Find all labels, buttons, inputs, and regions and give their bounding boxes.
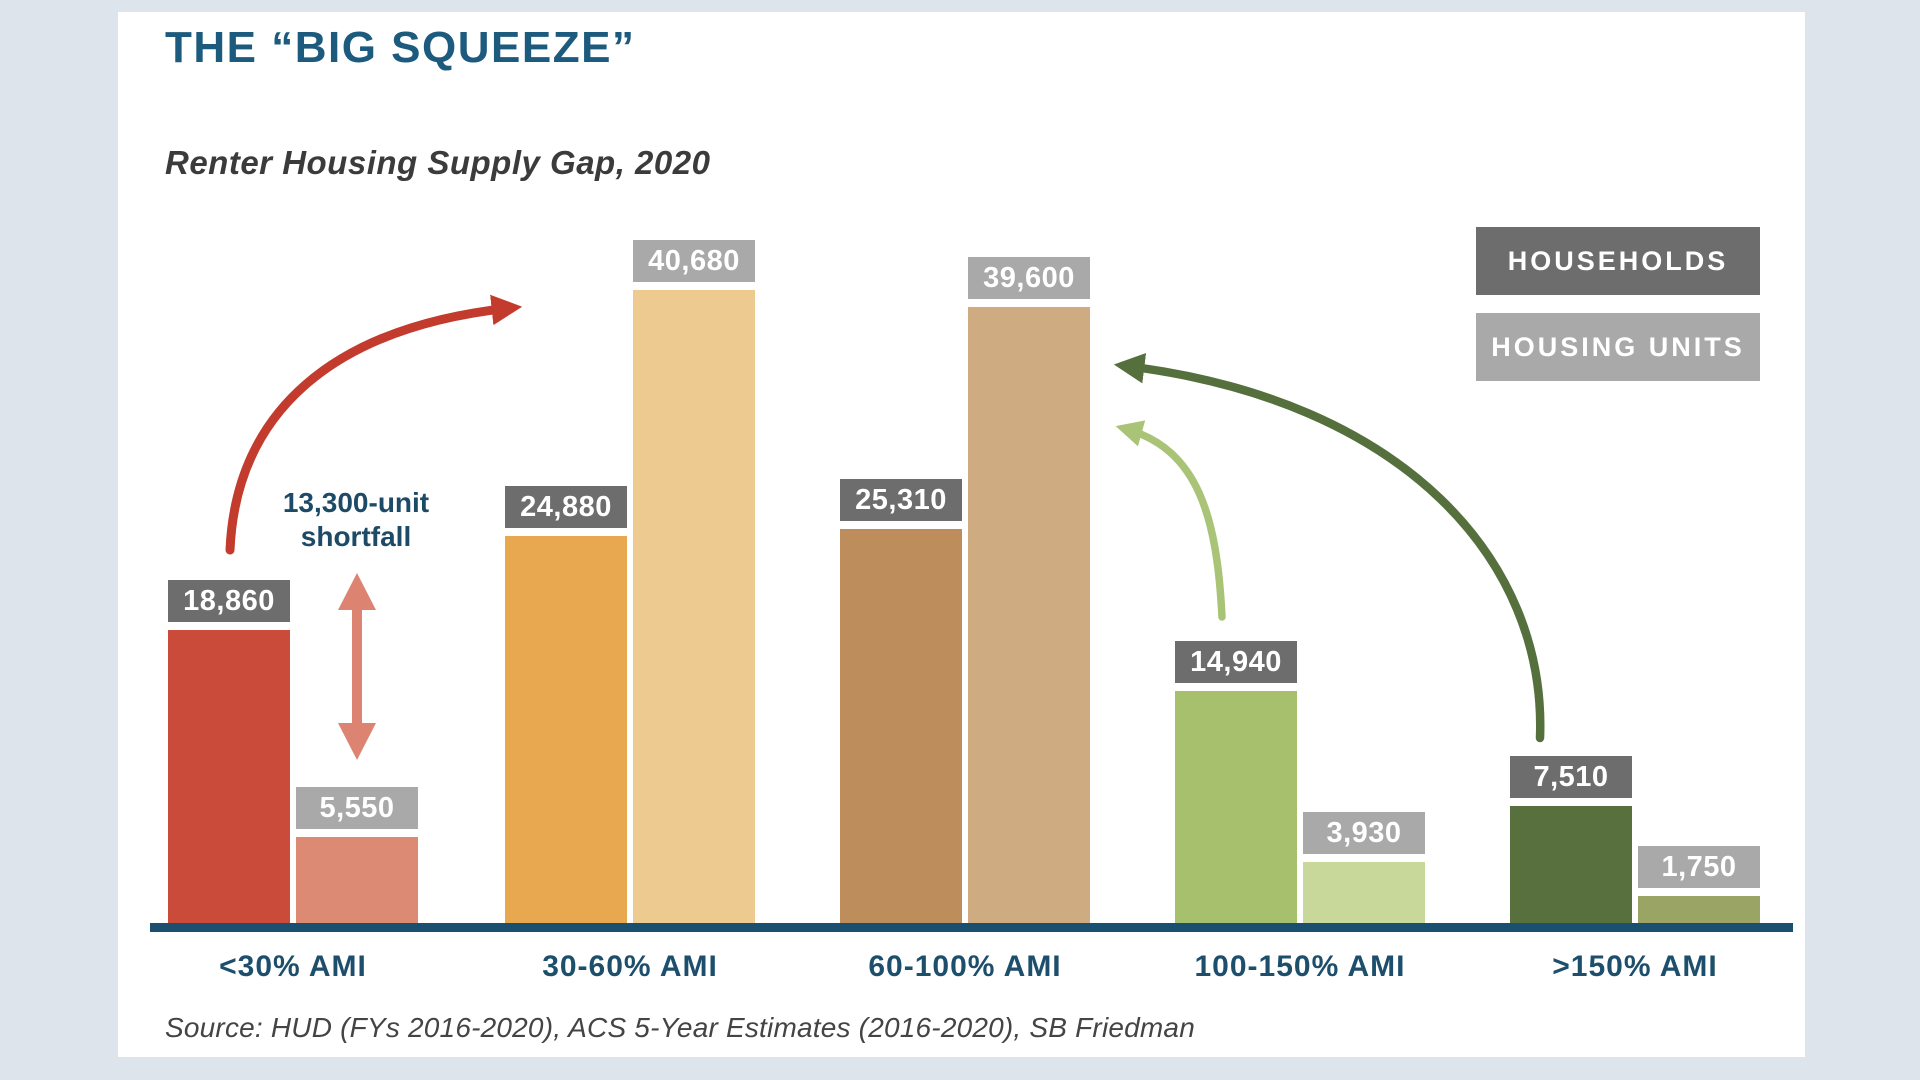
chart-panel: THE “BIG SQUEEZE” Renter Housing Supply …	[118, 12, 1805, 1057]
housing-units-value-label-4: 1,750	[1638, 846, 1760, 888]
shortfall-line-1: 13,300-unit	[282, 487, 430, 518]
category-label-0: <30% AMI	[219, 950, 367, 983]
category-label-3: 100-150% AMI	[1194, 950, 1406, 983]
shortfall-line-2: shortfall	[300, 521, 412, 552]
housing-units-value-label-3: 3,930	[1303, 812, 1425, 854]
light-green-curved-arrow	[1115, 420, 1226, 621]
page-title: THE “BIG SQUEEZE”	[165, 23, 636, 72]
housing-units-value-label-2: 39,600	[968, 257, 1090, 299]
households-bar-1	[505, 536, 627, 923]
households-value-label-3: 14,940	[1175, 641, 1297, 683]
households-value-label-2: 25,310	[840, 479, 962, 521]
households-value-label-4: 7,510	[1510, 756, 1632, 798]
source-note: Source: HUD (FYs 2016-2020), ACS 5-Year …	[165, 1012, 1195, 1043]
legend-housing-units: HOUSING UNITS	[1476, 313, 1760, 381]
households-bar-4	[1510, 806, 1632, 923]
housing-units-bar-3	[1303, 862, 1425, 923]
legend-households: HOUSEHOLDS	[1476, 227, 1760, 295]
housing-units-bar-0	[296, 837, 418, 923]
households-value-label-0: 18,860	[168, 580, 290, 622]
category-label-2: 60-100% AMI	[868, 950, 1062, 983]
category-label-4: >150% AMI	[1552, 950, 1718, 983]
housing-units-value-label-1: 40,680	[633, 240, 755, 282]
households-bar-2	[840, 529, 962, 923]
households-bar-0	[168, 630, 290, 923]
housing-units-bar-4	[1638, 896, 1760, 923]
category-label-1: 30-60% AMI	[542, 950, 718, 983]
shortfall-annotation: 13,300-unit shortfall	[236, 486, 476, 554]
x-axis-line	[150, 923, 1793, 932]
households-bar-3	[1175, 691, 1297, 923]
shortfall-double-arrow	[338, 573, 376, 760]
housing-units-bar-1	[633, 290, 755, 923]
chart-subtitle: Renter Housing Supply Gap, 2020	[165, 144, 711, 181]
housing-units-bar-2	[968, 307, 1090, 923]
housing-units-value-label-0: 5,550	[296, 787, 418, 829]
households-value-label-1: 24,880	[505, 486, 627, 528]
